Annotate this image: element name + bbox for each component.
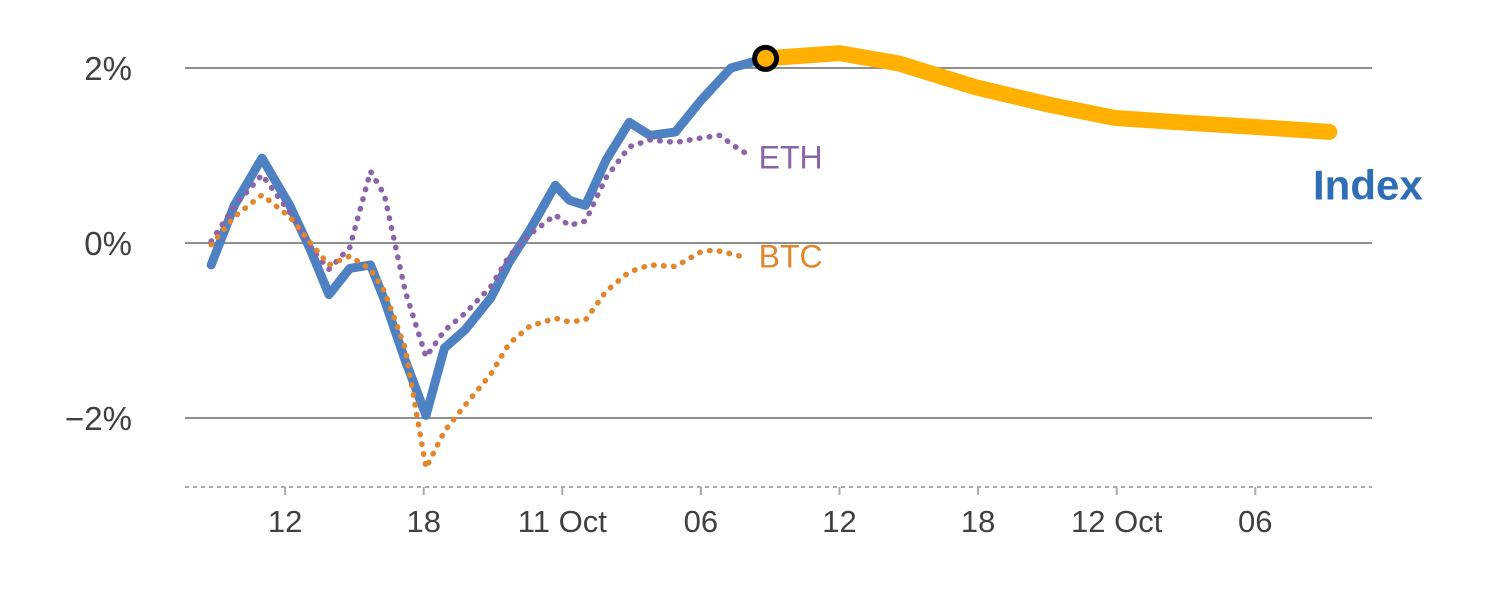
x-tick-label: 06: [684, 504, 718, 539]
btc-line: [208, 192, 743, 471]
index-line-label: Index: [1313, 161, 1423, 208]
y-tick-label: 2%: [84, 50, 132, 87]
x-tick-label: 18: [961, 504, 995, 539]
x-tick-label: 12: [822, 504, 856, 539]
y-tick-label: −2%: [65, 400, 132, 437]
series-labels: ETH BTC Index: [759, 140, 1424, 275]
x-tick-label: 12: [268, 504, 302, 539]
eth-line-label: ETH: [759, 140, 823, 176]
x-tick-label: 18: [406, 504, 440, 539]
x-axis: [185, 486, 1372, 495]
index-line: [206, 53, 771, 420]
series: [206, 45, 1338, 471]
btc-line-label: BTC: [759, 239, 823, 275]
y-tick-label: 0%: [84, 225, 132, 262]
x-tick-label: 06: [1238, 504, 1272, 539]
index-forecast-line: [757, 45, 1338, 140]
x-tick-label: 12 Oct: [1071, 504, 1163, 539]
x-tick-label: 11 Oct: [518, 504, 607, 539]
current-point-marker[interactable]: [752, 44, 780, 72]
y-axis-labels: 2% 0% −2%: [65, 50, 132, 437]
x-axis-labels: 12 18 11 Oct 06 12 18 12 Oct 06: [268, 504, 1273, 539]
gridlines: [185, 67, 1372, 419]
eth-line: [208, 132, 753, 360]
